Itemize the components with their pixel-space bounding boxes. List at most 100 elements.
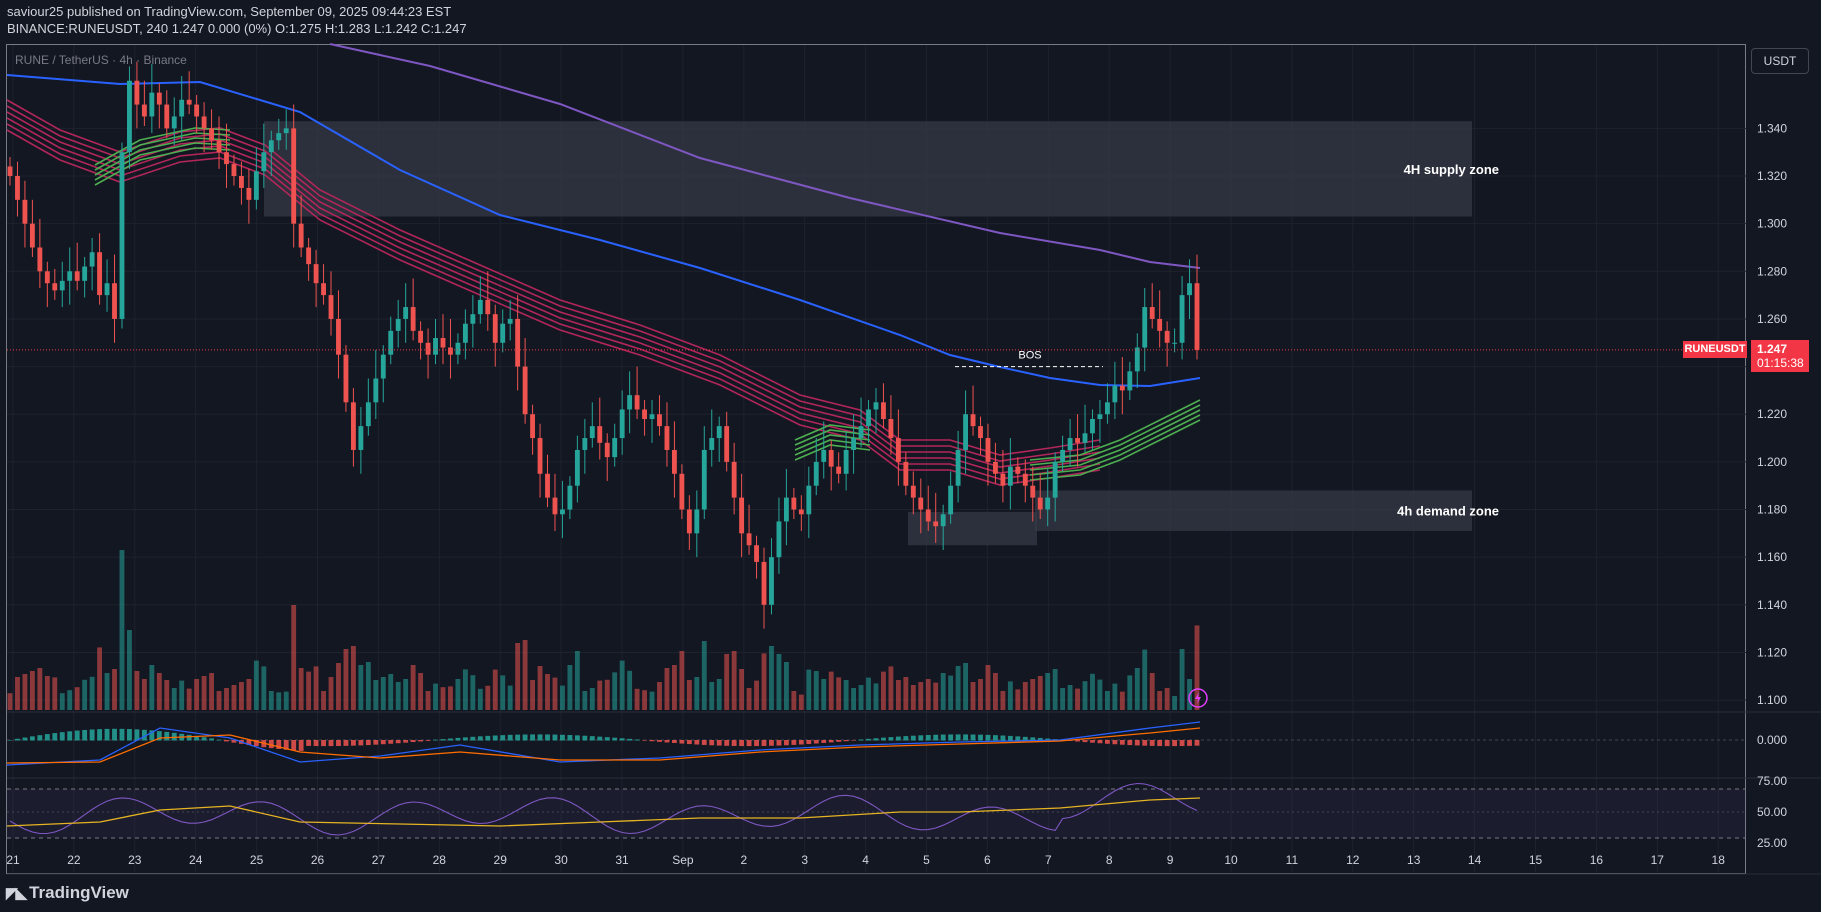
- candle-body: [134, 80, 140, 105]
- candle-body: [127, 80, 132, 153]
- macd-histogram-bar: [283, 740, 289, 750]
- macd-histogram-bar: [858, 739, 864, 741]
- macd-histogram-bar: [836, 740, 842, 742]
- macd-histogram-bar: [500, 735, 506, 741]
- volume-bar: [791, 691, 797, 710]
- volume-bar: [82, 679, 88, 710]
- volume-bar: [679, 651, 685, 710]
- volume-bar: [993, 673, 998, 710]
- candle-body: [798, 509, 804, 515]
- volume-bar: [418, 673, 424, 710]
- volume-bar: [306, 671, 312, 710]
- macd-histogram-bar: [627, 738, 633, 741]
- ema-ribbon-green: [94, 142, 231, 181]
- candle-body: [59, 280, 65, 291]
- price-tick-label: 1.160: [1757, 550, 1787, 564]
- macd-histogram-bar: [582, 735, 588, 741]
- volume-bar: [1112, 683, 1118, 710]
- candle-body: [74, 271, 80, 281]
- volume-bar: [649, 691, 655, 710]
- supply-zone-label: 4H supply zone: [1404, 162, 1499, 177]
- candle-body: [44, 271, 50, 284]
- tradingview-logo-icon: ◤◣: [6, 885, 27, 902]
- candle-body: [634, 395, 640, 410]
- macd-histogram-bar: [365, 740, 371, 746]
- macd-histogram-bar: [754, 740, 759, 747]
- macd-histogram-bar: [112, 728, 117, 741]
- candle-body: [1075, 438, 1080, 443]
- x-tick-label: 6: [984, 853, 991, 867]
- macd-histogram-bar: [44, 734, 50, 741]
- candle-body: [978, 426, 983, 439]
- macd-histogram-bar: [955, 734, 961, 741]
- macd-signal-line: [6, 727, 1201, 764]
- x-tick-label: 28: [433, 853, 447, 867]
- volume-bar: [746, 688, 752, 710]
- x-tick-label: 13: [1407, 853, 1421, 867]
- candle-body: [1179, 295, 1185, 343]
- candle-body: [1142, 307, 1148, 348]
- candle-body: [881, 402, 886, 419]
- macd-histogram-bar: [1127, 740, 1133, 746]
- macd-histogram-bar: [425, 740, 431, 741]
- volume-bar: [858, 685, 864, 710]
- ema-ribbon-green: [794, 439, 871, 456]
- macd-histogram-bar: [1007, 735, 1013, 741]
- volume-bar: [619, 660, 625, 710]
- demand-zone: [1035, 490, 1472, 531]
- candle-body: [1052, 461, 1058, 498]
- supply-zone: [264, 121, 1472, 217]
- macd-histogram-bar: [74, 730, 80, 741]
- candle-body: [761, 561, 767, 605]
- volume-bar: [851, 688, 857, 710]
- volume-bar: [141, 679, 147, 710]
- volume-bar: [1172, 696, 1178, 710]
- ema-ribbon-line: [6, 123, 1101, 480]
- tradingview-logo[interactable]: ◤◣ TradingView: [6, 883, 129, 903]
- candle-body: [806, 485, 812, 515]
- volume-bar: [52, 677, 58, 710]
- currency-button[interactable]: USDT: [1751, 48, 1809, 74]
- ema-ribbon-green: [794, 444, 871, 461]
- macd-histogram-bar: [873, 738, 879, 741]
- candle-body: [858, 426, 864, 439]
- candle-body: [739, 497, 745, 534]
- candle-body: [1045, 497, 1051, 510]
- volume-bar: [836, 677, 842, 710]
- price-tick-label: 1.340: [1757, 121, 1787, 135]
- volume-bar: [955, 666, 961, 710]
- macd-histogram-bar: [918, 735, 924, 741]
- volume-bar: [119, 550, 125, 710]
- price-tick-label: 1.300: [1757, 217, 1787, 231]
- volume-bar: [754, 680, 759, 710]
- macd-histogram-bar: [343, 740, 349, 746]
- volume-bar: [44, 676, 50, 710]
- rsi-tick-label: 50.00: [1757, 805, 1787, 819]
- candle-body: [112, 283, 117, 319]
- volume-bar: [739, 669, 745, 710]
- volume-bar: [261, 666, 267, 710]
- candle-body: [776, 521, 782, 558]
- macd-histogram-bar: [560, 734, 565, 741]
- macd-histogram-bar: [141, 729, 147, 741]
- rsi-tick-label: 25.00: [1757, 836, 1787, 850]
- volume-bar: [694, 677, 700, 710]
- volume-bar: [253, 660, 259, 710]
- candle-body: [1187, 283, 1192, 296]
- candle-body: [1112, 385, 1118, 403]
- volume-bar: [597, 680, 603, 710]
- volume-bar: [769, 646, 774, 710]
- macd-histogram-bar: [649, 740, 655, 742]
- macd-histogram-bar: [373, 740, 379, 745]
- candle-body: [843, 449, 849, 474]
- candle-body: [1172, 342, 1178, 344]
- volume-bar: [403, 679, 409, 710]
- candle-body: [462, 323, 468, 343]
- macd-histogram-bar: [1157, 740, 1163, 747]
- candle-body: [321, 283, 326, 296]
- macd-histogram-bar: [925, 735, 931, 741]
- candle-body: [1007, 466, 1013, 486]
- x-tick-label: 14: [1468, 853, 1482, 867]
- macd-histogram-bar: [746, 740, 752, 747]
